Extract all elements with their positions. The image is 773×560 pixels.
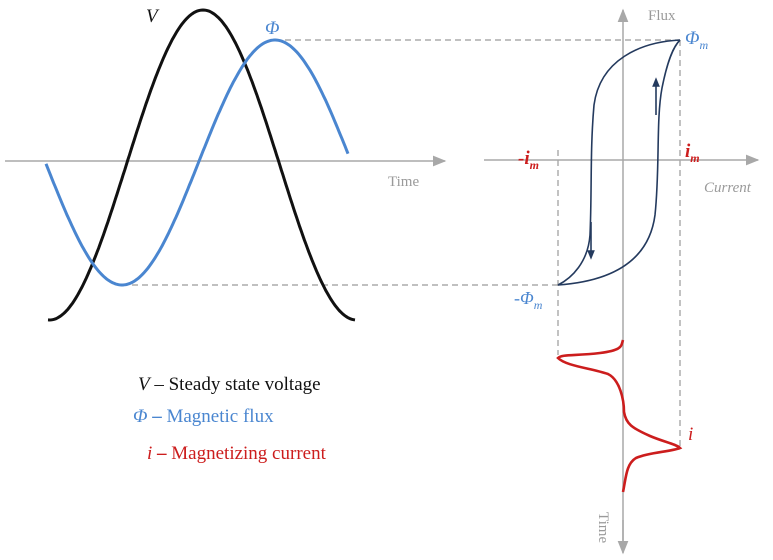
- flux-curve-label: Φ: [265, 18, 279, 39]
- legend-voltage-dash: –: [150, 374, 169, 395]
- neg-im-label: -im: [518, 148, 539, 172]
- legend-flux-text: Magnetic flux: [166, 406, 274, 427]
- phi-max-main: Φ: [685, 28, 699, 49]
- legend-item-voltage: V – Steady state voltage: [138, 374, 321, 395]
- hysteresis-loop: [557, 39, 681, 286]
- magnetizing-current-curve: [556, 339, 683, 493]
- neg-im-sub: m: [530, 158, 539, 172]
- voltage-curve-label: V: [146, 6, 160, 27]
- legend-current-dash: –: [152, 443, 171, 464]
- legend-flux-symbol: Φ: [133, 406, 147, 427]
- flux-axis-label: Flux: [648, 8, 676, 24]
- legend-flux-dash: –: [147, 406, 166, 427]
- phi-max-label: Φm: [685, 28, 708, 52]
- legend-voltage-symbol: V: [138, 374, 152, 395]
- phi-min-sub: m: [534, 298, 543, 312]
- time-axis-vertical-label: Time: [595, 512, 611, 543]
- time-axis-label: Time: [388, 174, 419, 190]
- current-curve-label: i: [688, 424, 693, 445]
- legend-item-flux: Φ – Magnetic flux: [133, 406, 274, 427]
- legend-voltage-text: Steady state voltage: [169, 374, 321, 395]
- im-label: im: [685, 141, 700, 165]
- im-main: i: [685, 141, 691, 162]
- legend-current-text: Magnetizing current: [171, 443, 326, 464]
- legend-item-current: i – Magnetizing current: [147, 443, 327, 464]
- phi-max-sub: m: [699, 38, 708, 52]
- flux-curve: [44, 38, 350, 287]
- phi-min-label: -Φm: [514, 288, 543, 312]
- neg-im-main: -i: [518, 148, 530, 169]
- voltage-curve: [47, 8, 356, 322]
- phi-min-main: -Φ: [514, 288, 534, 308]
- im-sub: m: [690, 151, 699, 165]
- current-axis-label: Current: [704, 180, 752, 196]
- legend: V – Steady state voltage Φ – Magnetic fl…: [133, 374, 327, 464]
- legend-current-symbol: i: [147, 443, 152, 464]
